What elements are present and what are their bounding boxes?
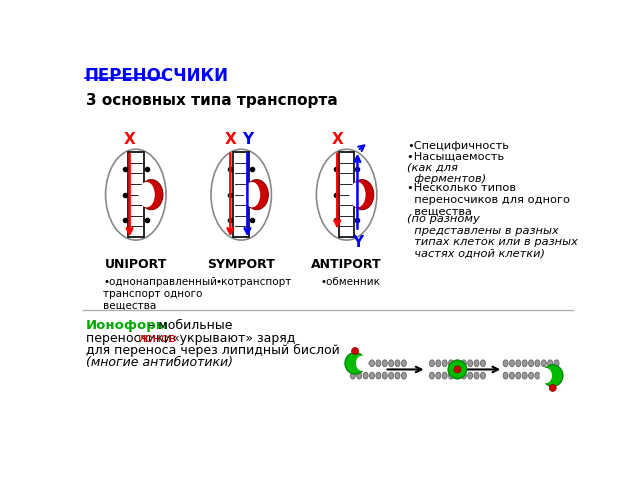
Text: UNIPORT: UNIPORT <box>104 258 167 271</box>
Text: (по разному
  представлены в разных
  типах клеток или в разных
  частях одной к: (по разному представлены в разных типах … <box>407 214 578 259</box>
Ellipse shape <box>382 372 387 379</box>
Ellipse shape <box>461 372 467 379</box>
Ellipse shape <box>395 372 400 379</box>
Text: ионов: ионов <box>138 332 177 345</box>
Ellipse shape <box>245 180 268 210</box>
Ellipse shape <box>529 360 534 367</box>
Ellipse shape <box>356 356 368 371</box>
Text: •Несколько типов
  переносчиков для одного
  вещества: •Несколько типов переносчиков для одного… <box>407 183 570 216</box>
Text: X: X <box>332 132 343 147</box>
Text: (как для
  ферментов): (как для ферментов) <box>407 162 486 184</box>
Text: Y: Y <box>352 235 363 250</box>
Ellipse shape <box>529 372 534 379</box>
Ellipse shape <box>388 360 394 367</box>
Ellipse shape <box>449 360 454 367</box>
Ellipse shape <box>509 360 515 367</box>
Ellipse shape <box>455 360 460 367</box>
Ellipse shape <box>554 372 559 379</box>
Ellipse shape <box>442 360 447 367</box>
Ellipse shape <box>503 372 508 379</box>
Ellipse shape <box>350 372 355 379</box>
Text: •Насыщаемость: •Насыщаемость <box>407 152 508 162</box>
Ellipse shape <box>461 360 467 367</box>
Ellipse shape <box>516 372 521 379</box>
Text: 3 основных типа транспорта: 3 основных типа транспорта <box>86 93 338 108</box>
Ellipse shape <box>474 360 479 367</box>
Ellipse shape <box>535 372 540 379</box>
Ellipse shape <box>540 368 552 384</box>
Ellipse shape <box>138 182 155 207</box>
Ellipse shape <box>369 372 374 379</box>
Ellipse shape <box>503 360 508 367</box>
Ellipse shape <box>455 372 460 379</box>
Ellipse shape <box>522 360 527 367</box>
Text: переносчики: переносчики <box>86 332 176 345</box>
Ellipse shape <box>401 360 406 367</box>
Ellipse shape <box>369 360 374 367</box>
Ellipse shape <box>388 372 394 379</box>
Ellipse shape <box>468 372 473 379</box>
Ellipse shape <box>363 360 368 367</box>
Ellipse shape <box>429 372 435 379</box>
Ellipse shape <box>548 372 553 379</box>
Ellipse shape <box>481 372 485 379</box>
Ellipse shape <box>541 360 547 367</box>
Ellipse shape <box>468 360 473 367</box>
Ellipse shape <box>350 360 355 367</box>
Bar <box>339 152 355 237</box>
Ellipse shape <box>554 360 559 367</box>
Ellipse shape <box>541 372 547 379</box>
Ellipse shape <box>516 360 521 367</box>
Ellipse shape <box>548 360 553 367</box>
Text: – мобильные: – мобильные <box>143 319 232 332</box>
Text: •однонаправленный
транспорт одного
вещества: •однонаправленный транспорт одного вещес… <box>103 277 217 310</box>
Ellipse shape <box>522 372 527 379</box>
Text: Y: Y <box>242 132 253 147</box>
Ellipse shape <box>351 348 358 354</box>
Ellipse shape <box>474 372 479 379</box>
Text: для переноса через липидный бислой: для переноса через липидный бислой <box>86 344 340 357</box>
Bar <box>234 152 249 237</box>
Ellipse shape <box>436 372 441 379</box>
Ellipse shape <box>363 372 368 379</box>
Ellipse shape <box>401 372 406 379</box>
Text: •обменник: •обменник <box>320 277 380 287</box>
Ellipse shape <box>448 360 467 379</box>
Ellipse shape <box>442 372 447 379</box>
Ellipse shape <box>382 360 387 367</box>
Ellipse shape <box>549 384 556 391</box>
Bar <box>128 152 143 237</box>
Ellipse shape <box>356 372 362 379</box>
Ellipse shape <box>449 372 454 379</box>
Ellipse shape <box>376 372 381 379</box>
Text: (многие антибиотики): (многие антибиотики) <box>86 356 233 370</box>
Ellipse shape <box>509 372 515 379</box>
Ellipse shape <box>376 360 381 367</box>
Ellipse shape <box>535 360 540 367</box>
Ellipse shape <box>349 182 365 207</box>
Ellipse shape <box>244 182 260 207</box>
Ellipse shape <box>436 360 441 367</box>
Ellipse shape <box>140 180 163 210</box>
Text: ANTIPORT: ANTIPORT <box>311 258 382 271</box>
Ellipse shape <box>454 366 461 373</box>
Text: •Специфичность: •Специфичность <box>407 141 509 151</box>
Ellipse shape <box>356 360 362 367</box>
Text: •котранспорт: •котранспорт <box>216 277 292 287</box>
Text: SYMPORT: SYMPORT <box>207 258 275 271</box>
Text: , «укрывают» заряд: , «укрывают» заряд <box>164 332 295 345</box>
Ellipse shape <box>351 180 374 210</box>
Ellipse shape <box>429 360 435 367</box>
Ellipse shape <box>395 360 400 367</box>
Text: ПЕРЕНОСЧИКИ: ПЕРЕНОСЧИКИ <box>84 67 228 85</box>
Text: X: X <box>225 132 236 147</box>
Ellipse shape <box>481 360 485 367</box>
Ellipse shape <box>345 352 365 374</box>
Ellipse shape <box>543 365 563 386</box>
Text: X: X <box>124 132 136 147</box>
Text: Ионофоры: Ионофоры <box>86 319 169 332</box>
